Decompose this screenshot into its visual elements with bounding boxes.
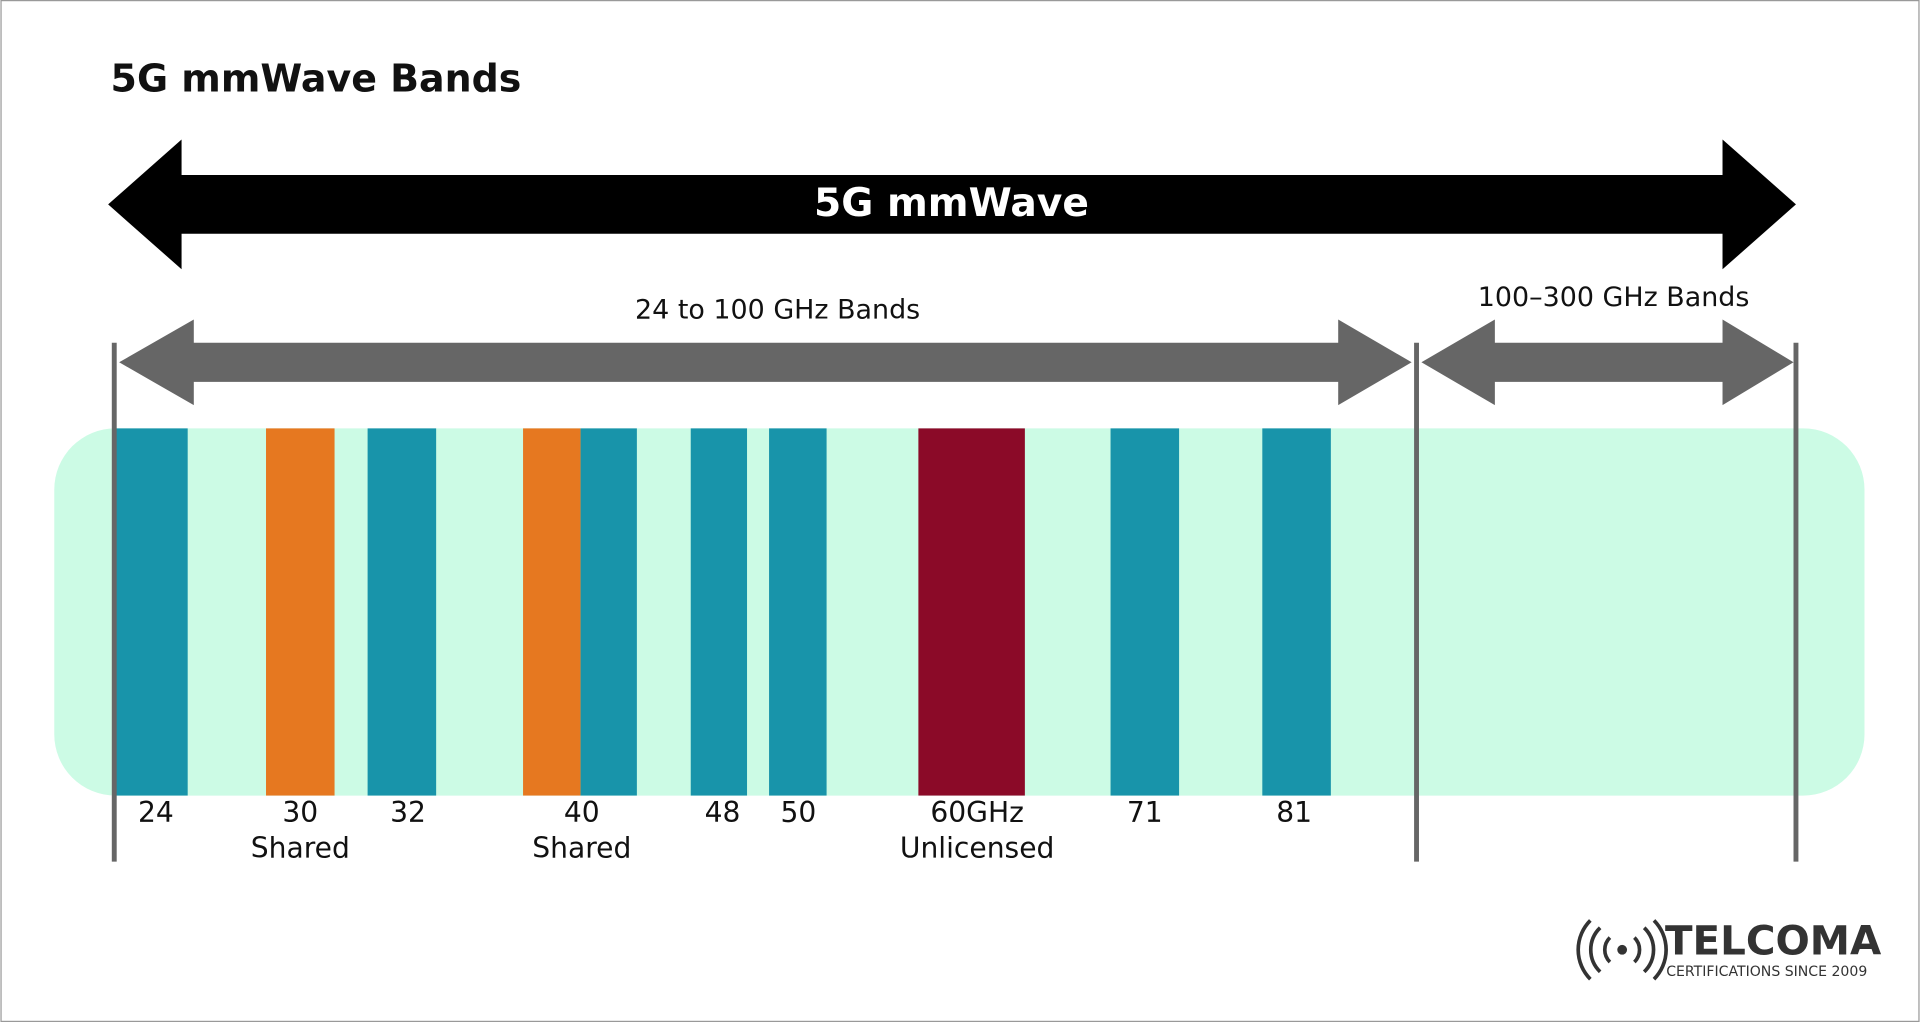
band-label: 40 [564,796,600,829]
logo [1576,919,1668,981]
band [367,428,437,796]
band [523,428,581,796]
band [918,428,1025,796]
band [114,428,188,796]
band-note: Unlicensed [900,831,1055,864]
band-label: 81 [1276,796,1312,829]
band-label: 48 [705,796,741,829]
bands [114,428,1331,796]
band [580,428,637,796]
logo-icon [1576,919,1668,981]
logo-tagline: CERTIFICATIONS SINCE 2009 [1666,964,1867,980]
range-arrow [1421,319,1794,406]
logo-icon [1617,944,1628,955]
band [1110,428,1180,796]
band-label: 30 [282,796,318,829]
band-label: 32 [390,796,426,829]
band [1262,428,1331,796]
range-label: 100–300 GHz Bands [1478,282,1750,313]
range-label: 24 to 100 GHz Bands [635,294,920,325]
band-label: 71 [1127,796,1163,829]
band-note: Shared [532,831,631,864]
range-arrow [119,319,1412,406]
band [690,428,748,796]
band [266,428,335,796]
band-label: 50 [781,796,817,829]
band [769,428,827,796]
logo-name: TELCOMA [1665,918,1882,965]
span-arrow [108,139,1796,270]
band-label: 24 [138,796,174,829]
span-label: 5G mmWave [814,181,1089,226]
band-note: Shared [251,831,350,864]
band-label: 60GHz [930,796,1024,829]
title: 5G mmWave Bands [111,56,522,100]
